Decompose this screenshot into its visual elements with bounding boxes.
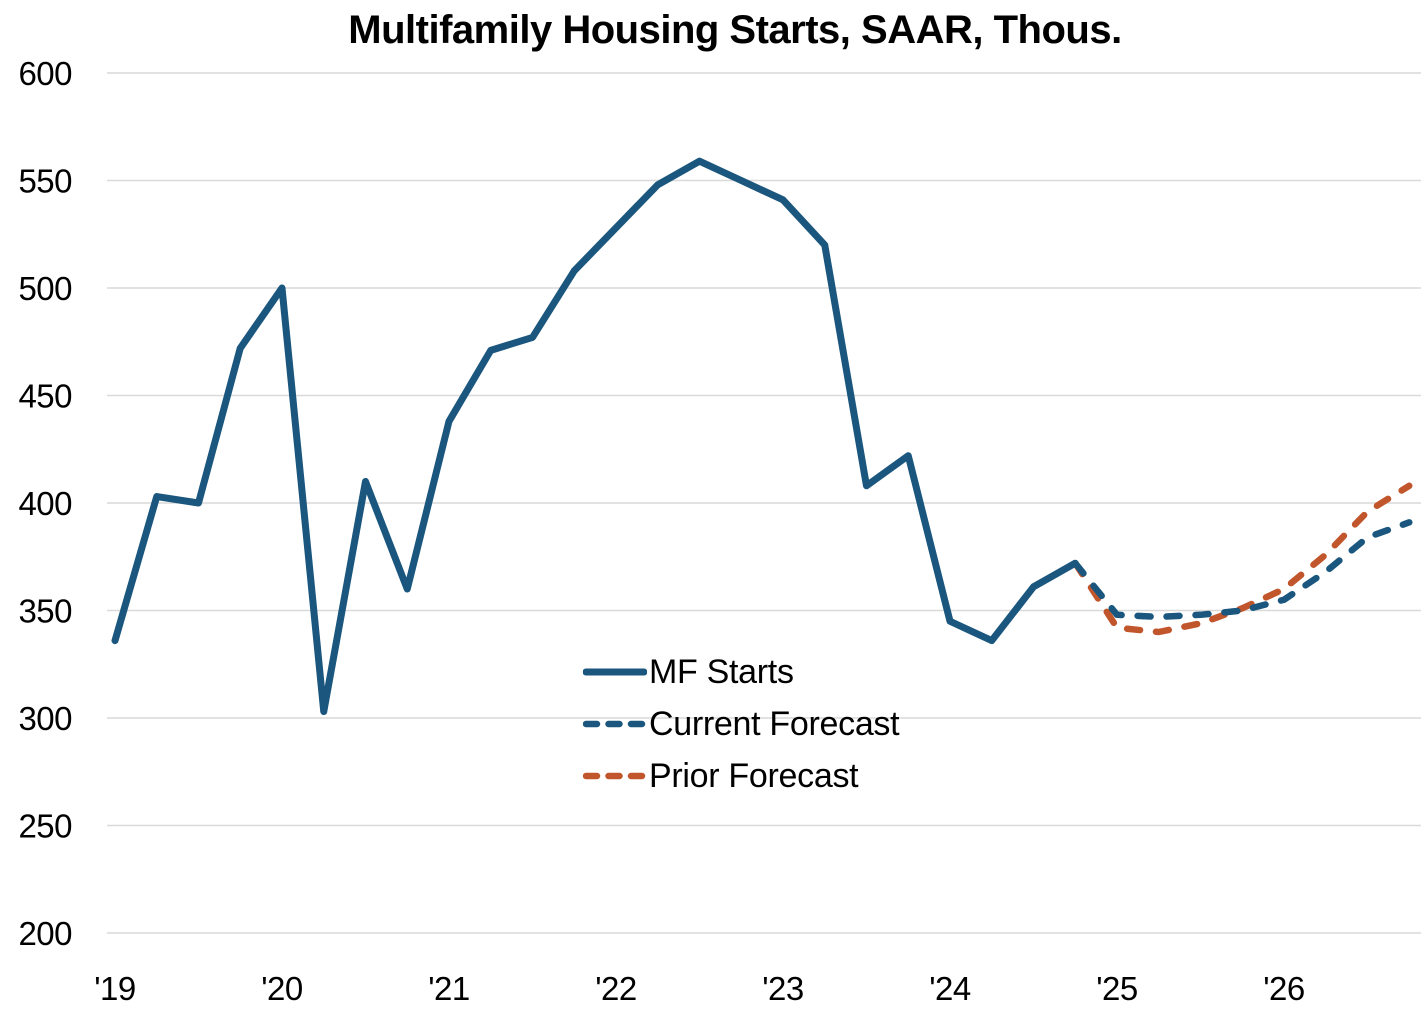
x-tick-label: '24	[929, 970, 971, 1007]
prior-forecast-line-swatch	[583, 772, 647, 780]
x-tick-label: '20	[261, 970, 303, 1007]
x-tick-label: '26	[1263, 970, 1305, 1007]
series-line-prior-forecast	[1072, 482, 1413, 636]
x-tick-label: '23	[762, 970, 804, 1007]
y-tick-label: 500	[18, 270, 72, 307]
x-tick-label: '21	[428, 970, 470, 1007]
legend-item-prior-forecast: Prior Forecast	[583, 750, 899, 802]
y-tick-label: 300	[18, 700, 72, 737]
y-tick-label: 350	[18, 593, 72, 630]
mf-starts-line-swatch	[583, 668, 647, 676]
y-tick-label: 600	[18, 55, 72, 92]
legend: MF Starts Current Forecast Prior Forecas…	[583, 646, 900, 802]
series-line-current-forecast	[1072, 519, 1413, 621]
y-tick-label: 400	[18, 485, 72, 522]
legend-item-mf-starts: MF Starts	[583, 646, 899, 698]
series-line-mf-starts	[111, 157, 1079, 716]
current-forecast-line-swatch	[583, 720, 647, 728]
legend-label-prior-forecast: Prior Forecast	[649, 756, 859, 795]
y-tick-label: 250	[18, 808, 72, 845]
x-tick-label: '25	[1096, 970, 1138, 1007]
x-tick-label: '19	[94, 970, 136, 1007]
legend-label-mf-starts: MF Starts	[649, 652, 794, 691]
y-tick-label: 550	[18, 163, 72, 200]
chart-title: Multifamily Housing Starts, SAAR, Thous.	[348, 8, 1122, 52]
y-tick-label: 450	[18, 378, 72, 415]
legend-item-current-forecast: Current Forecast	[583, 698, 900, 750]
legend-label-current-forecast: Current Forecast	[649, 704, 900, 743]
x-tick-label: '22	[595, 970, 637, 1007]
y-tick-label: 200	[18, 915, 72, 952]
